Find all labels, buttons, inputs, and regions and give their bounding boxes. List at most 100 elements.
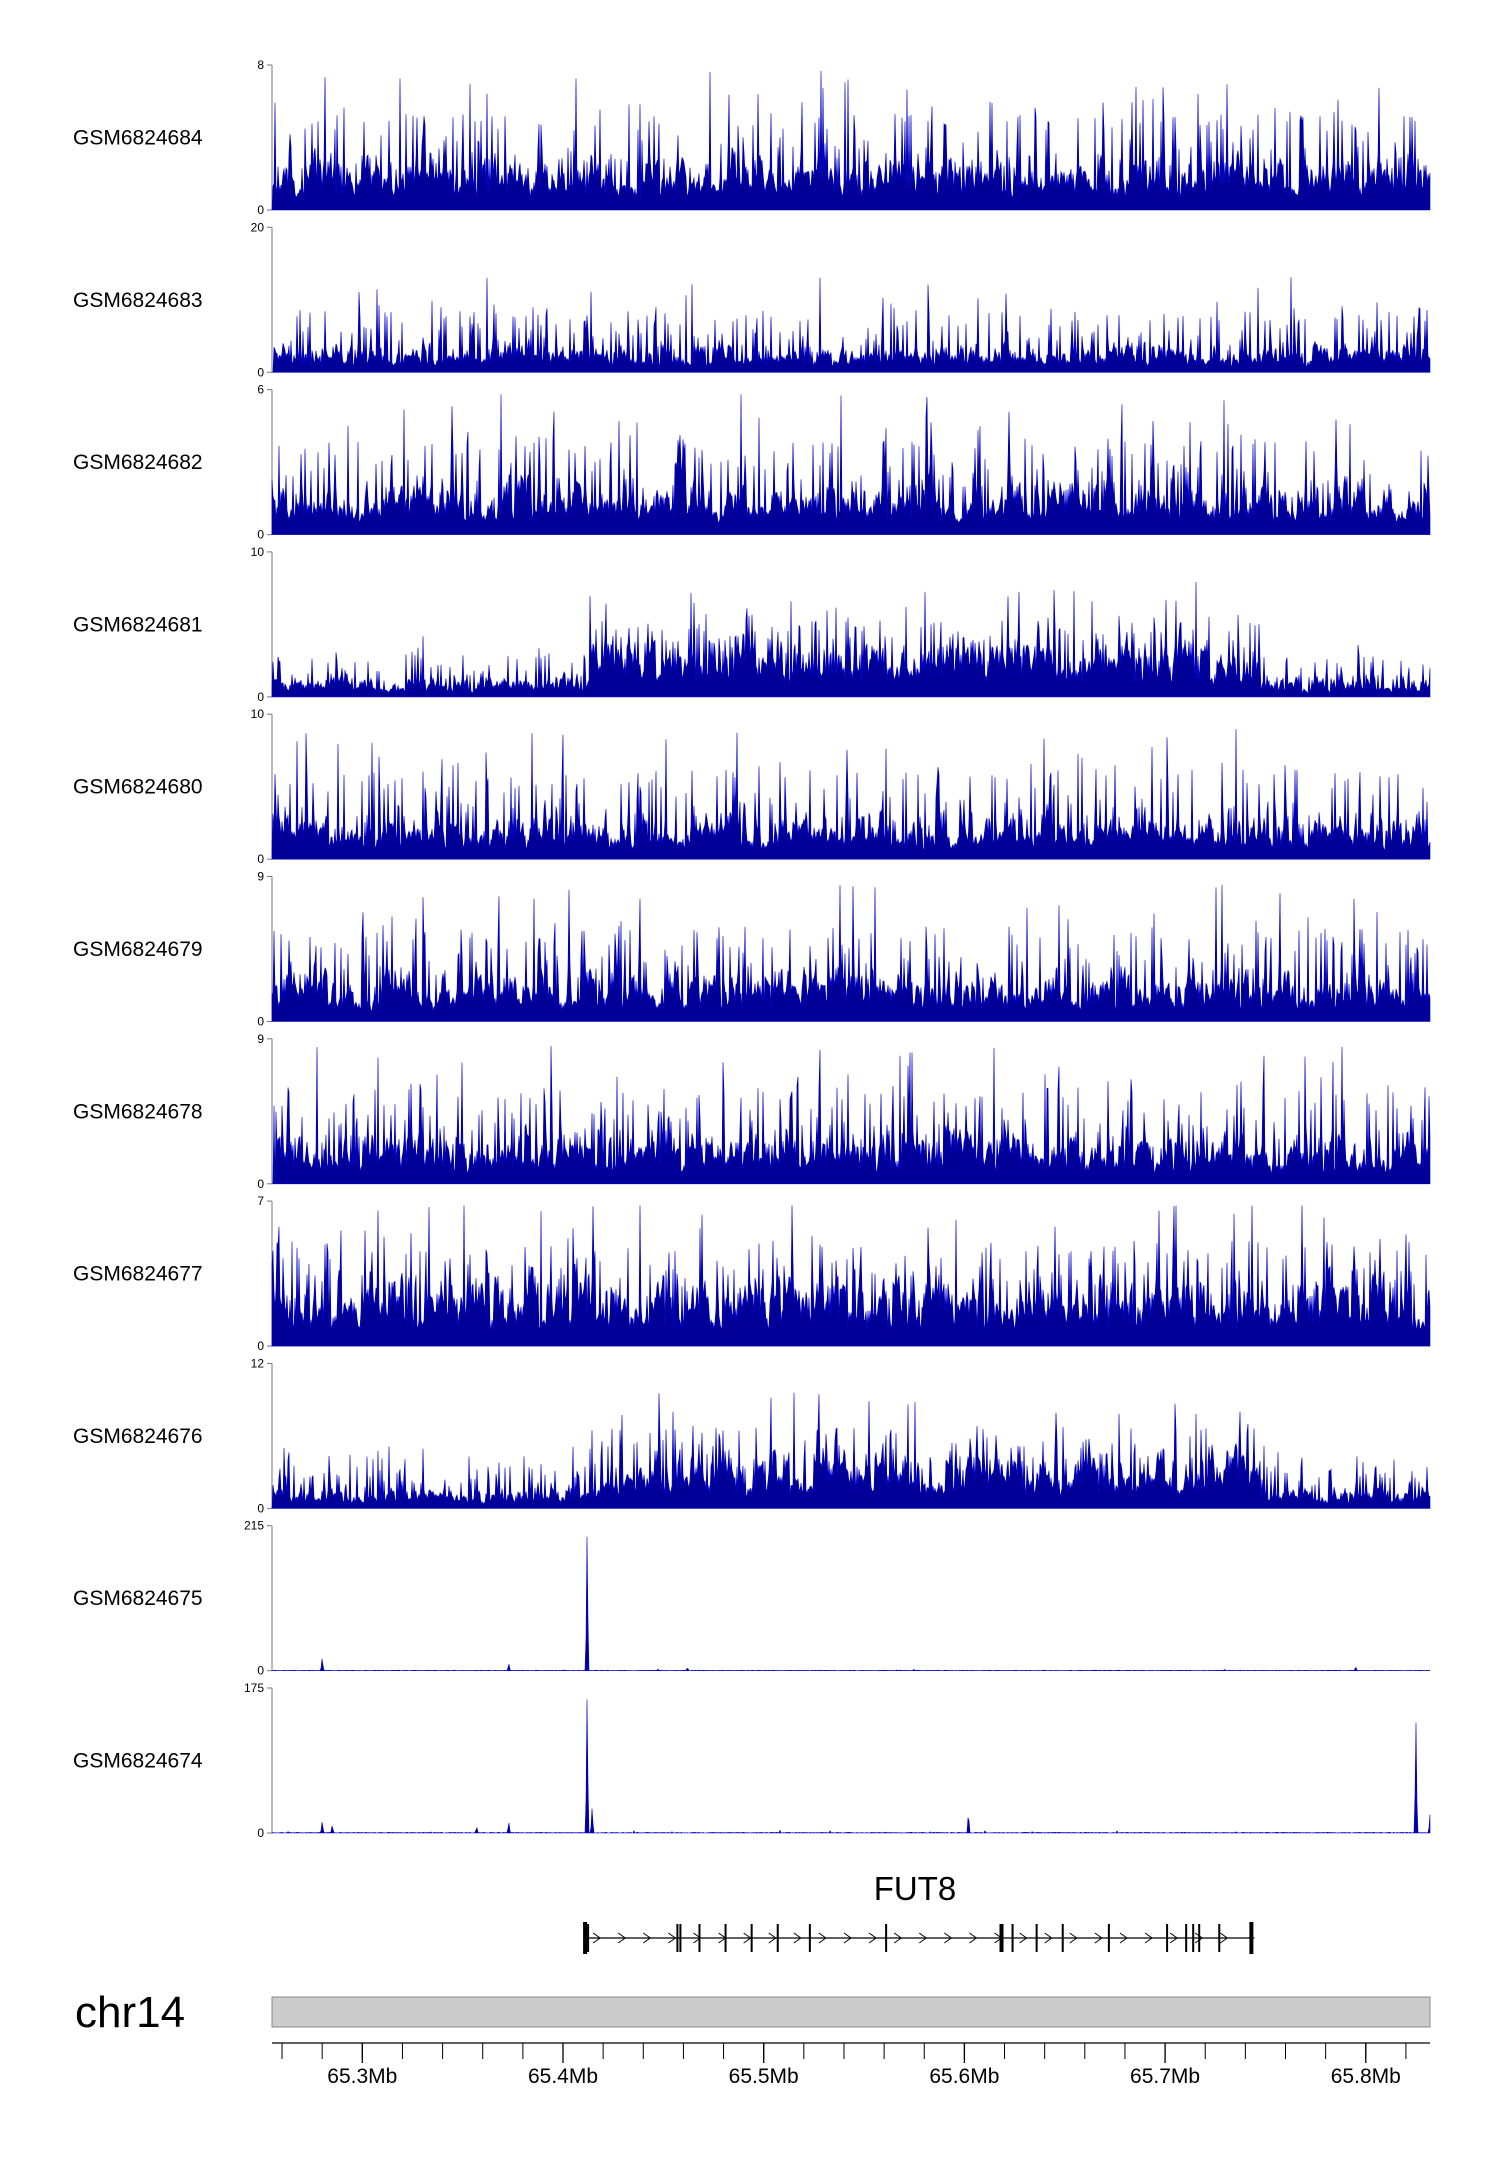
strand-arrow-icon bbox=[868, 1932, 877, 1944]
x-axis-tick-label: 65.3Mb bbox=[327, 2065, 397, 2088]
y-min-label: 0 bbox=[257, 1501, 264, 1515]
track-GSM6824681: GSM6824681 10 0 bbox=[73, 545, 1431, 704]
track-GSM6824683: GSM6824683 20 0 bbox=[73, 220, 1431, 379]
y-min-label: 0 bbox=[257, 1339, 264, 1353]
strand-arrow-icon bbox=[818, 1932, 827, 1944]
track-label: GSM6824683 bbox=[73, 289, 203, 312]
y-min-label: 0 bbox=[257, 1664, 264, 1678]
signal-area bbox=[272, 277, 1431, 373]
strand-arrow-icon bbox=[668, 1932, 677, 1944]
track-GSM6824684: GSM6824684 8 0 bbox=[73, 58, 1431, 217]
track-GSM6824674: GSM6824674 175 0 bbox=[73, 1681, 1431, 1840]
strand-arrow-icon bbox=[893, 1932, 903, 1944]
strand-arrow-icon bbox=[643, 1932, 652, 1944]
y-min-label: 0 bbox=[257, 528, 264, 542]
gene-exon bbox=[587, 1924, 590, 1952]
gene-exon bbox=[1107, 1924, 1110, 1952]
y-max-label: 215 bbox=[244, 1519, 264, 1533]
gene-exon bbox=[1218, 1924, 1221, 1952]
y-max-label: 7 bbox=[257, 1194, 264, 1208]
chromosome-bar bbox=[271, 1996, 1431, 2028]
gene-model-track: FUT8 bbox=[583, 1870, 1255, 1954]
gene-exon bbox=[999, 1924, 1002, 1952]
strand-arrow-icon bbox=[1119, 1932, 1128, 1944]
x-axis-tick-label: 65.7Mb bbox=[1130, 2065, 1200, 2088]
track-GSM6824675: GSM6824675 215 0 bbox=[73, 1519, 1431, 1678]
y-min-label: 0 bbox=[257, 690, 264, 704]
y-max-label: 9 bbox=[257, 1032, 264, 1046]
strand-arrow-icon bbox=[1169, 1932, 1178, 1944]
gene-exon bbox=[1249, 1922, 1254, 1954]
track-label: GSM6824681 bbox=[73, 613, 203, 636]
gene-exon bbox=[679, 1924, 682, 1952]
strand-arrow-icon bbox=[743, 1932, 752, 1944]
y-min-label: 0 bbox=[257, 365, 264, 379]
track-label: GSM6824682 bbox=[73, 451, 203, 474]
track-label: GSM6824676 bbox=[73, 1425, 203, 1448]
y-min-label: 0 bbox=[257, 1826, 264, 1840]
track-label: GSM6824680 bbox=[73, 776, 203, 799]
signal-area bbox=[271, 729, 1431, 860]
gene-exon bbox=[808, 1924, 811, 1952]
y-min-label: 0 bbox=[257, 1177, 264, 1191]
strand-arrow-icon bbox=[969, 1932, 978, 1944]
y-min-label: 0 bbox=[257, 1015, 264, 1029]
track-GSM6824676: GSM6824676 12 0 bbox=[73, 1356, 1431, 1515]
signal-area bbox=[271, 394, 1431, 535]
track-label: GSM6824678 bbox=[73, 1100, 203, 1123]
strand-arrow-icon bbox=[617, 1932, 627, 1944]
track-GSM6824682: GSM6824682 6 0 bbox=[73, 383, 1431, 542]
gene-exon bbox=[698, 1924, 701, 1952]
x-axis-tick-label: 65.6Mb bbox=[929, 2065, 999, 2088]
y-max-label: 6 bbox=[257, 383, 264, 397]
gene-exon bbox=[1166, 1924, 1169, 1952]
chromosome-label: chr14 bbox=[75, 1988, 185, 2037]
gene-exon bbox=[676, 1924, 679, 1952]
y-max-label: 20 bbox=[251, 220, 265, 234]
gene-exon bbox=[1011, 1924, 1014, 1952]
strand-arrow-icon bbox=[1194, 1932, 1204, 1944]
track-label: GSM6824679 bbox=[73, 938, 203, 961]
x-axis-tick-label: 65.4Mb bbox=[528, 2065, 598, 2088]
gene-exon bbox=[885, 1924, 888, 1952]
gene-exon bbox=[750, 1924, 753, 1952]
track-GSM6824678: GSM6824678 9 0 bbox=[73, 1032, 1431, 1191]
signal-area bbox=[271, 1392, 1431, 1509]
signal-area bbox=[271, 1205, 1431, 1347]
strand-arrow-icon bbox=[944, 1932, 953, 1944]
strand-arrow-icon bbox=[768, 1932, 777, 1944]
track-label: GSM6824684 bbox=[73, 127, 203, 150]
track-GSM6824680: GSM6824680 10 0 bbox=[73, 707, 1431, 866]
strand-arrow-icon bbox=[843, 1932, 852, 1944]
track-label: GSM6824677 bbox=[73, 1263, 203, 1286]
track-GSM6824679: GSM6824679 9 0 bbox=[73, 870, 1431, 1029]
gene-exon bbox=[1061, 1924, 1064, 1952]
strand-arrow-icon bbox=[592, 1932, 601, 1944]
strand-arrow-icon bbox=[1094, 1932, 1103, 1944]
y-max-label: 10 bbox=[251, 707, 265, 721]
y-min-label: 0 bbox=[257, 852, 264, 866]
y-max-label: 8 bbox=[257, 58, 264, 72]
signal-area bbox=[272, 1045, 1431, 1185]
y-max-label: 12 bbox=[251, 1356, 265, 1370]
y-max-label: 10 bbox=[251, 545, 265, 559]
y-max-label: 175 bbox=[244, 1681, 264, 1695]
strand-arrow-icon bbox=[1219, 1932, 1229, 1944]
signal-area bbox=[271, 1536, 1431, 1672]
x-axis-tick-label: 65.5Mb bbox=[729, 2065, 799, 2088]
gene-exon bbox=[1001, 1924, 1004, 1952]
x-axis-tick-label: 65.8Mb bbox=[1331, 2065, 1401, 2088]
strand-arrow-icon bbox=[918, 1932, 928, 1944]
gene-exon bbox=[1192, 1924, 1195, 1952]
track-label: GSM6824675 bbox=[73, 1587, 203, 1610]
strand-arrow-icon bbox=[1019, 1932, 1028, 1944]
signal-tracks: GSM682468480GSM6824683200GSM682468260GSM… bbox=[73, 58, 1431, 1840]
signal-area bbox=[271, 581, 1431, 698]
strand-arrow-icon bbox=[1144, 1932, 1153, 1944]
y-max-label: 9 bbox=[257, 870, 264, 884]
chromosome-axis: chr14 65.3Mb 65.4Mb 65.5Mb 65.6Mb 65.7Mb 65.8… bbox=[75, 1988, 1431, 2088]
strand-arrow-icon bbox=[1069, 1932, 1078, 1944]
gene-exon bbox=[724, 1924, 727, 1952]
strand-arrow-icon bbox=[793, 1932, 802, 1944]
